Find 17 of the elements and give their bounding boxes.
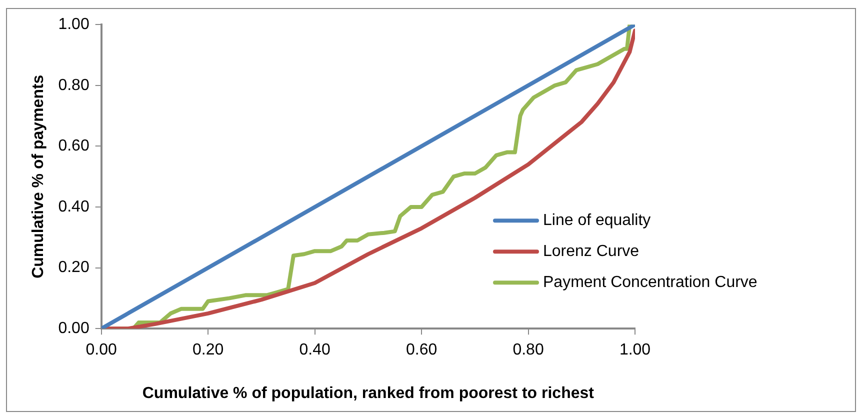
legend-label: Payment Concentration Curve — [543, 274, 758, 292]
legend-label: Lorenz Curve — [543, 243, 640, 260]
y-tick-label: 1.00 — [58, 16, 90, 34]
x-tick-label: 0.00 — [86, 342, 118, 359]
x-tick-label: 0.80 — [512, 342, 544, 359]
x-tick-label: 1.00 — [619, 342, 651, 359]
x-axis-title: Cumulative % of population, ranked from poorest to richest — [142, 384, 595, 402]
x-tick-label: 0.60 — [406, 342, 438, 359]
y-tick-label: 0.40 — [58, 198, 90, 216]
y-tick-label: 0.20 — [58, 259, 90, 276]
y-tick-label: 0.80 — [58, 76, 90, 94]
x-tick-label: 0.40 — [299, 342, 330, 359]
y-tick-label: 0.00 — [58, 320, 90, 338]
y-axis-title: Cumulative % of payments — [30, 74, 48, 278]
y-tick-label: 0.60 — [58, 138, 90, 155]
x-tick-label: 0.20 — [192, 342, 224, 359]
legend-label: Line of equality — [543, 212, 651, 230]
